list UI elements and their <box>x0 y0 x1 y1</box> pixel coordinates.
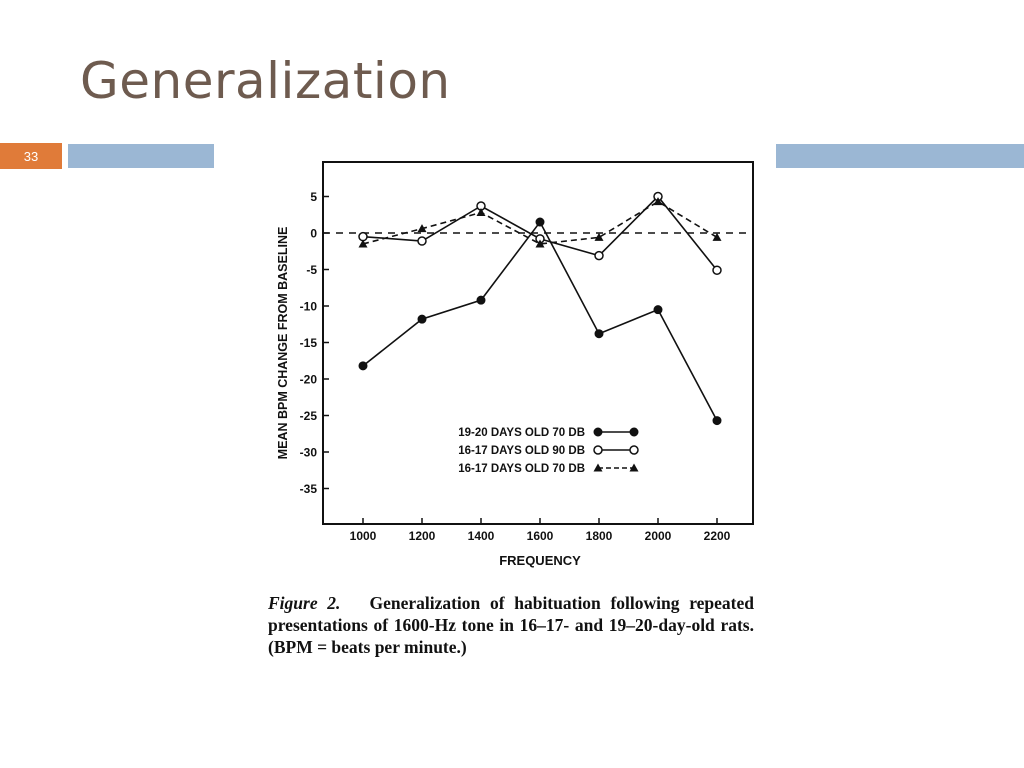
data-point <box>476 208 486 217</box>
legend-label: 19-20 DAYS OLD 70 DB <box>458 427 585 439</box>
data-point <box>476 295 486 305</box>
x-tick-label: 1600 <box>527 529 554 543</box>
data-point <box>417 224 427 233</box>
legend-marker <box>593 463 603 472</box>
series-16-17-days-90db <box>358 191 722 275</box>
page-number-badge: 33 <box>0 143 62 169</box>
y-tick-label: -10 <box>300 300 318 314</box>
data-point <box>653 197 663 206</box>
legend: 19-20 DAYS OLD 70 DB 16-17 DAYS OLD 90 DB… <box>458 427 639 475</box>
data-point <box>417 314 427 324</box>
y-tick-label: -35 <box>300 482 318 496</box>
series-line <box>362 220 718 421</box>
y-tick-label: 5 <box>310 190 317 204</box>
series-16-17-days-70db <box>358 197 722 248</box>
x-tick-label: 1800 <box>586 529 613 543</box>
data-point <box>712 265 722 275</box>
y-axis-ticks: 5 0 -5 -10 -15 -20 -25 -30 -35 <box>300 190 329 496</box>
y-tick-label: -20 <box>300 373 318 387</box>
data-point <box>594 232 604 241</box>
header-accent-bar-left <box>68 144 214 168</box>
x-tick-label: 1000 <box>350 529 377 543</box>
series-layer <box>358 191 722 426</box>
figure-caption: Figure 2. Generalization of habituation … <box>268 592 754 658</box>
data-point <box>358 361 368 371</box>
y-tick-label: 0 <box>310 227 317 241</box>
y-axis-label: MEAN BPM CHANGE FROM BASELINE <box>276 227 290 460</box>
header-accent-bar-right <box>776 144 1024 168</box>
x-tick-label: 1400 <box>468 529 495 543</box>
data-point <box>535 217 545 227</box>
caption-label: Figure 2. <box>268 593 341 613</box>
y-tick-label: -15 <box>300 336 318 350</box>
legend-marker <box>593 427 603 437</box>
y-tick-label: -25 <box>300 409 318 423</box>
y-tick-label: -5 <box>306 263 317 277</box>
x-tick-label: 2200 <box>704 529 731 543</box>
data-point <box>417 236 427 246</box>
slide-title: Generalization <box>80 52 451 110</box>
data-point <box>594 250 604 261</box>
x-tick-label: 1200 <box>409 529 436 543</box>
legend-marker <box>593 445 603 455</box>
data-point <box>712 232 722 241</box>
x-axis-label: FREQUENCY <box>499 553 581 568</box>
data-point <box>535 239 545 248</box>
series-19-20-days-70db <box>358 217 722 426</box>
data-point <box>594 329 604 339</box>
data-point <box>358 239 368 248</box>
legend-marker <box>629 463 639 472</box>
legend-marker <box>629 427 639 437</box>
caption-text: Generalization of habituation following … <box>268 593 754 657</box>
legend-label: 16-17 DAYS OLD 90 DB <box>458 445 585 457</box>
x-axis-ticks: 1000 1200 1400 1600 1800 2000 2200 <box>350 518 731 543</box>
legend-label: 16-17 DAYS OLD 70 DB <box>458 463 585 475</box>
y-tick-label: -30 <box>300 446 318 460</box>
data-point <box>653 305 663 315</box>
x-tick-label: 2000 <box>645 529 672 543</box>
legend-marker <box>629 445 639 455</box>
data-point <box>712 416 722 426</box>
